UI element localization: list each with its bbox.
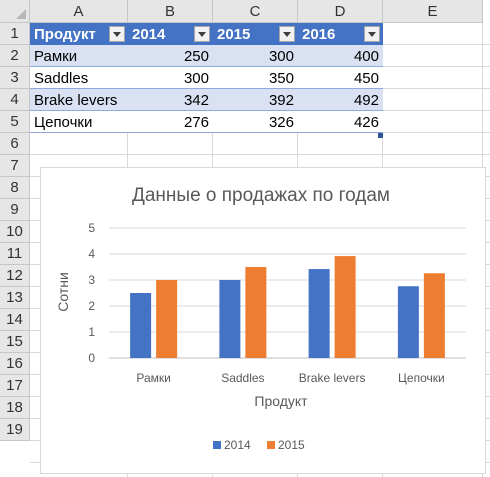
row-header-18[interactable]: 18 — [0, 397, 30, 419]
column-header-a[interactable]: A — [30, 0, 128, 23]
row-header-7[interactable]: 7 — [0, 155, 30, 177]
column-header-d[interactable]: D — [298, 0, 383, 23]
x-tick-label: Рамки — [136, 371, 170, 385]
filter-dropdown-2014-icon[interactable] — [194, 26, 210, 42]
y-tick-label: 1 — [88, 325, 95, 339]
cell-2016[interactable]: 426 — [353, 113, 379, 131]
table-row: Saddles 300 350 450 — [30, 67, 383, 89]
bar-2015[interactable] — [334, 256, 356, 358]
x-tick-label: Saddles — [221, 371, 264, 385]
cell-2014[interactable]: 300 — [183, 69, 209, 87]
row-header-19[interactable]: 19 — [0, 419, 30, 441]
table-row: Цепочки 276 326 426 — [30, 111, 383, 133]
chart-title: Данные о продажах по годам — [132, 185, 390, 206]
filter-dropdown-product-icon[interactable] — [109, 26, 125, 42]
bar-2014[interactable] — [308, 269, 330, 358]
header-cell-2016[interactable]: 2016 — [302, 25, 336, 43]
x-tick-labels: Рамки Saddles Brake levers Цепочки — [136, 371, 444, 385]
row-header-16[interactable]: 16 — [0, 353, 30, 375]
cell-product[interactable]: Brake levers — [34, 91, 118, 109]
cell-2014[interactable]: 276 — [183, 113, 209, 131]
filter-dropdown-2015-icon[interactable] — [279, 26, 295, 42]
x-tick-label: Brake levers — [299, 371, 366, 385]
row-header-14[interactable]: 14 — [0, 309, 30, 331]
cell-2015[interactable]: 300 — [268, 47, 294, 65]
row-header-17[interactable]: 17 — [0, 375, 30, 397]
row-header-13[interactable]: 13 — [0, 287, 30, 309]
row-header-15[interactable]: 15 — [0, 331, 30, 353]
legend-entry[interactable]: 2015 — [278, 438, 305, 452]
row-header-5[interactable]: 5 — [0, 111, 30, 133]
legend-entry[interactable]: 2014 — [224, 438, 251, 452]
cell-2014[interactable]: 250 — [183, 47, 209, 65]
cell-product[interactable]: Рамки — [34, 47, 78, 65]
header-cell-2015[interactable]: 2015 — [217, 25, 251, 43]
cell-product[interactable]: Цепочки — [34, 113, 93, 131]
header-cell-product[interactable]: Продукт — [34, 25, 96, 43]
row-header-3[interactable]: 3 — [0, 67, 30, 89]
y-tick-labels: 0 1 2 3 4 5 — [88, 221, 95, 365]
column-header-e[interactable]: E — [383, 0, 483, 23]
y-tick-label: 3 — [88, 273, 95, 287]
legend-swatch — [213, 441, 221, 449]
row-header-1[interactable]: 1 — [0, 23, 30, 45]
cell-2015[interactable]: 350 — [268, 69, 294, 87]
row-header-8[interactable]: 8 — [0, 177, 30, 199]
table-header-row: Продукт 2014 2015 2016 — [30, 23, 383, 45]
bar-2014[interactable] — [219, 280, 241, 358]
legend-swatch — [267, 441, 275, 449]
x-tick-label: Цепочки — [398, 371, 445, 385]
bar-2014[interactable] — [130, 293, 152, 358]
row-header-12[interactable]: 12 — [0, 265, 30, 287]
table-row: Рамки 250 300 400 — [30, 45, 383, 67]
row-header-10[interactable]: 10 — [0, 221, 30, 243]
table-resize-handle[interactable] — [378, 133, 383, 138]
y-axis-label: Сотни — [55, 272, 71, 312]
cell-product[interactable]: Saddles — [34, 69, 89, 87]
cell-2016[interactable]: 400 — [353, 47, 379, 65]
row-header-2[interactable]: 2 — [0, 45, 30, 67]
y-tick-label: 0 — [88, 351, 95, 365]
x-axis-label: Продукт — [254, 393, 308, 409]
y-tick-label: 5 — [88, 221, 95, 235]
filter-dropdown-2016-icon[interactable] — [364, 26, 380, 42]
y-tick-label: 2 — [88, 299, 95, 313]
select-all-corner[interactable] — [0, 0, 30, 23]
bars — [130, 256, 445, 358]
row-header-6[interactable]: 6 — [0, 133, 30, 155]
row-header-9[interactable]: 9 — [0, 199, 30, 221]
bar-2014[interactable] — [397, 286, 419, 358]
cell-2015[interactable]: 326 — [268, 113, 294, 131]
column-header-b[interactable]: B — [128, 0, 213, 23]
chart-svg: Данные о продажах по годам Сотни Продукт… — [55, 185, 466, 452]
legend: 2014 2015 — [213, 438, 305, 452]
cell-2015[interactable]: 392 — [268, 91, 294, 109]
row-header-4[interactable]: 4 — [0, 89, 30, 111]
table-row: Brake levers 342 392 492 — [30, 89, 383, 111]
select-all-triangle-icon — [16, 9, 26, 19]
sales-chart[interactable]: Данные о продажах по годам Сотни Продукт… — [40, 167, 486, 474]
bar-2015[interactable] — [245, 267, 267, 358]
y-tick-label: 4 — [88, 247, 95, 261]
column-header-c[interactable]: C — [213, 0, 298, 23]
cell-2016[interactable]: 450 — [353, 69, 379, 87]
bar-2015[interactable] — [156, 280, 178, 358]
header-cell-2014[interactable]: 2014 — [132, 25, 166, 43]
row-header-11[interactable]: 11 — [0, 243, 30, 265]
cell-2016[interactable]: 492 — [353, 91, 379, 109]
cell-2014[interactable]: 342 — [183, 91, 209, 109]
bar-2015[interactable] — [423, 273, 445, 358]
